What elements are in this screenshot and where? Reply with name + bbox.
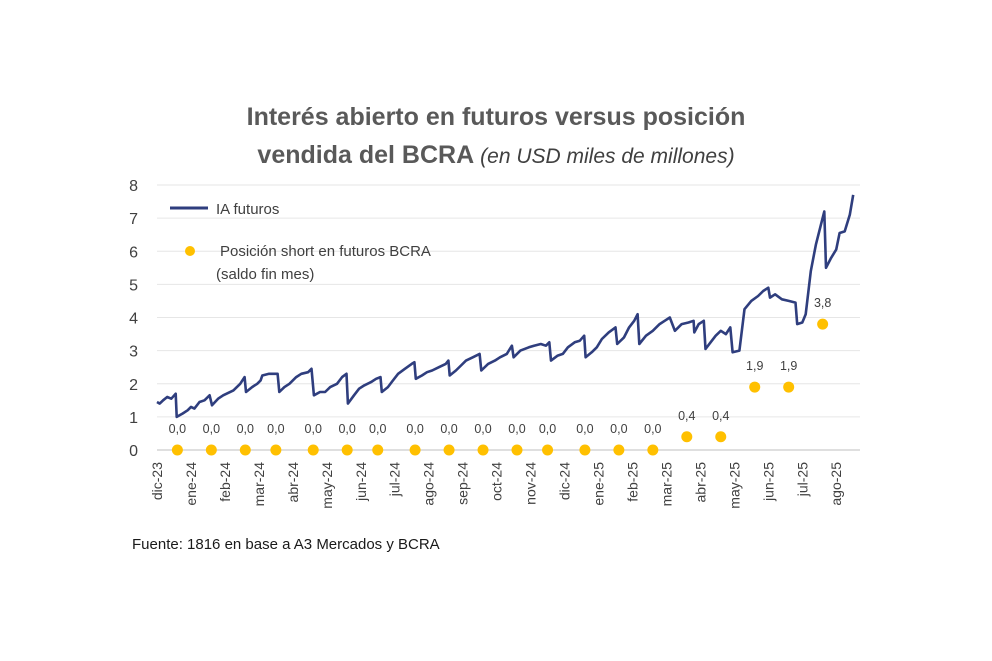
y-tick-2: 2: [129, 377, 138, 394]
ia-futuros-line: [156, 194, 855, 419]
short-label-16: 0,4: [712, 409, 729, 423]
x-tick-jul-24: jul-24: [387, 462, 403, 497]
short-point-15: [681, 431, 693, 443]
y-tick-5: 5: [129, 277, 138, 294]
short-point-14: [647, 444, 659, 456]
short-point-6: [372, 444, 384, 456]
short-label-3: 0,0: [267, 422, 284, 436]
short-point-3: [270, 444, 282, 456]
short-label-8: 0,0: [440, 422, 457, 436]
short-point-5: [341, 444, 353, 456]
x-tick-mar-25: mar-25: [658, 462, 674, 507]
short-point-12: [579, 444, 591, 456]
x-tick-dic-23: dic-23: [149, 462, 165, 500]
x-tick-ene-25: ene-25: [590, 462, 606, 506]
source-note: Fuente: 1816 en base a A3 Mercados y BCR…: [132, 536, 440, 553]
short-label-6: 0,0: [369, 422, 386, 436]
short-point-0: [171, 444, 183, 456]
y-tick-8: 8: [129, 178, 138, 195]
y-tick-3: 3: [129, 344, 138, 361]
x-tick-jul-25: jul-25: [794, 462, 810, 497]
x-tick-feb-24: feb-24: [217, 462, 233, 502]
short-label-4: 0,0: [305, 422, 322, 436]
short-point-8: [443, 444, 455, 456]
x-tick-jun-24: jun-24: [353, 462, 369, 502]
x-tick-ago-24: ago-24: [421, 462, 437, 506]
y-tick-7: 7: [129, 211, 138, 228]
series-posicion-short: 0,0 0,0 0,0 0,0 0,0 0,0 0,0 0,0 0,0 0,0 0,0 0,0 0,0 0…: [169, 296, 831, 456]
short-label-18: 1,9: [780, 359, 797, 373]
x-tick-ene-24: ene-24: [183, 462, 199, 506]
x-tick-dic-24: dic-24: [557, 462, 573, 500]
short-label-5: 0,0: [338, 422, 355, 436]
y-tick-0: 0: [129, 443, 138, 460]
short-point-18: [783, 381, 795, 393]
short-label-17: 1,9: [746, 359, 763, 373]
short-point-17: [749, 381, 761, 393]
short-label-7: 0,0: [406, 422, 423, 436]
x-tick-abr-24: abr-24: [285, 462, 301, 503]
chart-title: Interés abierto en futuros versus posici…: [0, 98, 992, 176]
short-point-9: [477, 444, 489, 456]
y-tick-4: 4: [129, 311, 138, 328]
x-tick-oct-24: oct-24: [489, 462, 505, 501]
x-axis-ticks: dic-23 ene-24 feb-24 mar-24 abr-24 may-24 jun-…: [149, 462, 844, 509]
x-tick-nov-24: nov-24: [523, 462, 539, 505]
short-label-19: 3,8: [814, 296, 831, 310]
x-tick-may-24: may-24: [319, 462, 335, 509]
legend-dot-swatch: [185, 246, 195, 256]
short-point-19: [817, 318, 829, 330]
short-point-13: [613, 444, 625, 456]
chart-subtitle: (en USD miles de millones): [480, 145, 735, 168]
gridlines: [157, 184, 860, 451]
short-point-2: [239, 444, 251, 456]
chart-title-bold: vendida del BCRA: [257, 141, 474, 169]
short-label-11: 0,0: [539, 422, 556, 436]
chart-title-line1: Interés abierto en futuros versus posici…: [246, 103, 746, 131]
short-label-10: 0,0: [508, 422, 525, 436]
short-label-1: 0,0: [203, 422, 220, 436]
y-tick-1: 1: [129, 410, 138, 427]
x-tick-ago-25: ago-25: [828, 462, 844, 506]
short-point-1: [205, 444, 217, 456]
short-point-7: [409, 444, 421, 456]
x-tick-abr-25: abr-25: [692, 462, 708, 503]
legend-label-short: Posición short en futuros BCRA: [220, 243, 431, 260]
short-label-15: 0,4: [678, 409, 695, 423]
short-point-4: [307, 444, 319, 456]
short-label-13: 0,0: [610, 422, 627, 436]
short-label-14: 0,0: [644, 422, 661, 436]
y-axis-ticks: 0 1 2 3 4 5 6 7 8: [129, 178, 138, 460]
series-ia-futuros: [156, 194, 855, 419]
short-point-10: [511, 444, 523, 456]
x-tick-jun-25: jun-25: [760, 462, 776, 502]
chart-title-line2: vendida del BCRA (en USD miles de millon…: [0, 136, 992, 176]
x-tick-mar-24: mar-24: [251, 462, 267, 507]
short-point-16: [715, 431, 727, 443]
y-tick-6: 6: [129, 244, 138, 261]
legend-label-ia: IA futuros: [216, 201, 279, 218]
x-tick-may-25: may-25: [726, 462, 742, 509]
x-tick-feb-25: feb-25: [624, 462, 640, 502]
short-label-2: 0,0: [237, 422, 254, 436]
short-label-0: 0,0: [169, 422, 186, 436]
short-point-11: [542, 444, 554, 456]
legend: IA futuros Posición short en futuros BCR…: [170, 201, 431, 283]
legend-label-short-line2: (saldo fin mes): [216, 266, 314, 283]
x-tick-sep-24: sep-24: [455, 462, 471, 505]
short-label-12: 0,0: [576, 422, 593, 436]
short-label-9: 0,0: [474, 422, 491, 436]
